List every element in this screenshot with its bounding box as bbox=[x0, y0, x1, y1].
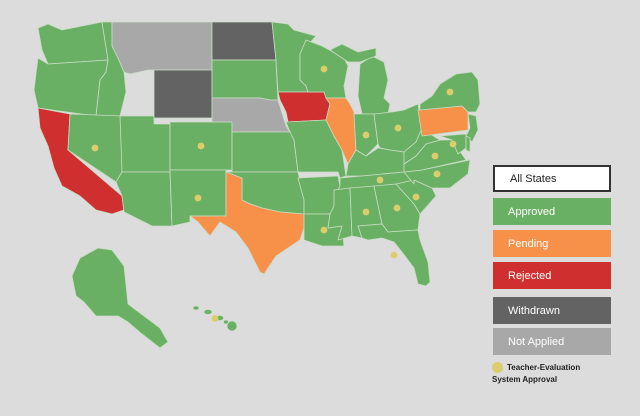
state-pa[interactable] bbox=[417, 105, 469, 137]
rejected-filter-button[interactable]: Rejected bbox=[493, 262, 611, 289]
state-md[interactable] bbox=[439, 133, 467, 155]
state-de[interactable] bbox=[465, 135, 471, 153]
state-nd[interactable] bbox=[211, 21, 277, 61]
state-nj[interactable] bbox=[465, 113, 479, 143]
state-mt[interactable] bbox=[111, 21, 213, 75]
state-wy[interactable] bbox=[153, 69, 213, 119]
state-mi[interactable] bbox=[357, 55, 391, 115]
teacher-eval-dot-nm bbox=[194, 194, 202, 202]
teacher-eval-dot-fl bbox=[390, 251, 398, 259]
teacher-eval-dot-tn bbox=[376, 176, 384, 184]
teacher-eval-dot-nv bbox=[91, 144, 99, 152]
state-mi-upper[interactable] bbox=[329, 43, 377, 63]
state-ia[interactable] bbox=[277, 91, 331, 123]
teacher-eval-dot-in bbox=[362, 131, 370, 139]
state-ut[interactable] bbox=[119, 115, 171, 173]
not-applied-filter-button[interactable]: Not Applied bbox=[493, 328, 611, 355]
teacher-eval-dot-va bbox=[431, 152, 439, 160]
us-states-map bbox=[33, 21, 480, 349]
teacher-eval-dot-ny bbox=[446, 88, 454, 96]
state-wa[interactable] bbox=[37, 21, 109, 65]
teacher-eval-dot-nc bbox=[433, 170, 441, 178]
teacher-eval-dot-co bbox=[197, 142, 205, 150]
teacher-eval-dots bbox=[91, 65, 457, 322]
pending-filter-button[interactable]: Pending bbox=[493, 230, 611, 257]
teacher-eval-dot-hi bbox=[211, 315, 219, 322]
state-az[interactable] bbox=[115, 171, 173, 227]
teacher-eval-label-1: Teacher-Evaluation bbox=[507, 363, 581, 372]
state-ak[interactable] bbox=[71, 247, 169, 349]
withdrawn-filter-button[interactable]: Withdrawn bbox=[493, 297, 611, 324]
state-tx[interactable] bbox=[189, 171, 305, 275]
teacher-eval-dot-sc bbox=[412, 193, 420, 201]
teacher-eval-dot-icon bbox=[492, 362, 503, 374]
state-wv[interactable] bbox=[403, 127, 441, 165]
state-sd[interactable] bbox=[211, 59, 279, 101]
teacher-eval-dot-la bbox=[320, 226, 328, 234]
teacher-eval-dot-md bbox=[449, 140, 457, 148]
state-ks[interactable] bbox=[231, 131, 299, 173]
teacher-eval-dot-wi bbox=[320, 65, 328, 73]
teacher-eval-label-2: System Approval bbox=[492, 375, 558, 384]
teacher-eval-dot-oh bbox=[394, 124, 402, 132]
approved-filter-button[interactable]: Approved bbox=[493, 198, 611, 225]
teacher-eval-legend: Teacher-Evaluation System Approval bbox=[492, 362, 632, 386]
state-fl[interactable] bbox=[357, 223, 431, 287]
all-states-button[interactable]: All States bbox=[493, 165, 611, 192]
teacher-eval-dot-al bbox=[362, 208, 370, 216]
state-ne[interactable] bbox=[211, 97, 291, 133]
teacher-eval-dot-ga bbox=[393, 204, 401, 212]
